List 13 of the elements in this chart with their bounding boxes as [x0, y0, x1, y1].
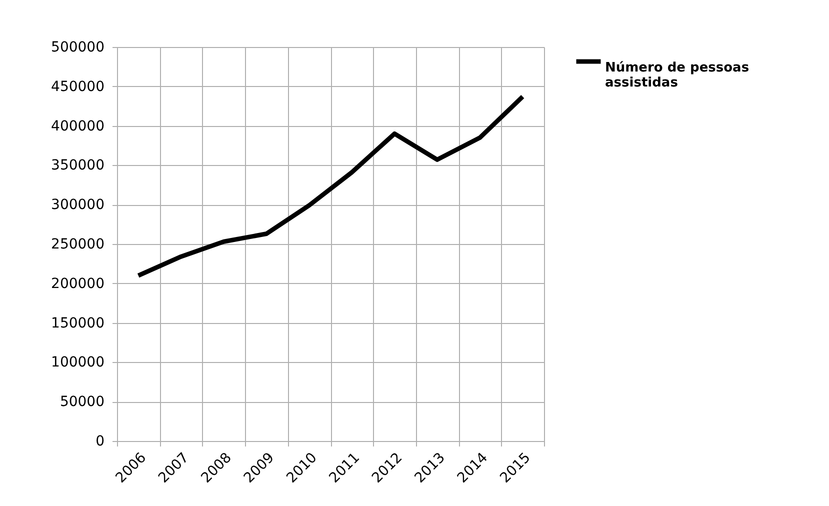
legend-label: Número de pessoas assistidas: [605, 60, 750, 90]
y-tick-label: 400000: [51, 118, 104, 134]
y-tick-label: 500000: [51, 40, 104, 56]
line-series: [136, 94, 525, 278]
y-tick-label: 300000: [51, 197, 104, 214]
y-tick-label: 450000: [51, 78, 104, 95]
y-tick-label: 250000: [51, 236, 104, 252]
y-tick-label: 100000: [51, 354, 104, 371]
y-tick-label: 350000: [51, 158, 104, 174]
y-tick-label: 200000: [51, 276, 104, 292]
y-tick-label: 0: [96, 434, 104, 450]
y-tick-label: 150000: [51, 315, 104, 332]
y-tick-label: 50000: [60, 394, 104, 410]
